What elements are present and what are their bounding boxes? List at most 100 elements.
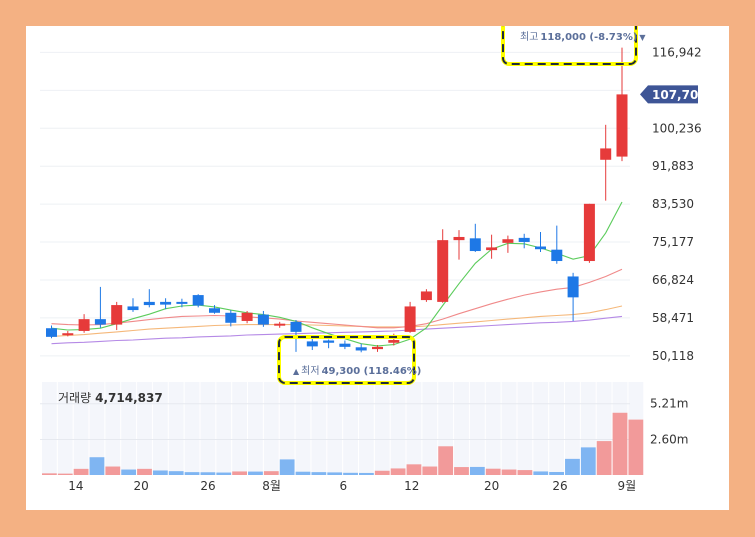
volume-bg-column [565, 382, 580, 475]
candle-body [127, 306, 139, 311]
candle-body [518, 237, 530, 242]
candle-body [372, 346, 383, 350]
volume-bar [469, 466, 485, 475]
x-tick-label: 8월 [262, 479, 281, 493]
candle-body [46, 328, 57, 337]
volume-bar [311, 472, 327, 475]
stock-chart[interactable]: 116,942 100,236 91,883 83,530 75,177 66,824 58… [26, 26, 729, 510]
candle-body [306, 341, 318, 347]
volume-bg-column [184, 382, 200, 475]
candle-body [323, 340, 335, 343]
low-marker-arrow: ▲ [293, 367, 300, 376]
volume-bg-column [501, 382, 517, 475]
candle-body [274, 323, 286, 326]
volume-bar [533, 471, 549, 475]
candle-body [62, 333, 74, 336]
candle-body [453, 236, 465, 241]
x-tick-label: 12 [404, 479, 419, 493]
candle-body [176, 301, 188, 304]
volume-bar [184, 472, 200, 475]
current-price-badge [640, 85, 698, 104]
candle-body [616, 94, 628, 157]
volume-bar [565, 458, 580, 475]
volume-bg-column [105, 382, 121, 475]
volume-bar [485, 468, 501, 475]
volume-value: 4,714,837 [95, 391, 163, 405]
price-tick-label: 75,177 [652, 235, 694, 249]
price-tick-label: 116,942 [652, 45, 702, 59]
volume-bg-column [248, 382, 263, 475]
volume-tick-label: 5.21m [650, 397, 688, 411]
low-marker-box-dash [278, 336, 415, 384]
volume-bar [73, 468, 89, 475]
volume-bg-column [454, 382, 469, 475]
current-price-label: 107,700 [652, 88, 707, 102]
volume-bar [105, 466, 121, 475]
volume-bar [596, 441, 612, 475]
high-marker-value: 118,000 (-8.73%) [540, 32, 637, 43]
volume-bar [168, 471, 184, 475]
high-marker-prefix: 최고 [520, 31, 538, 43]
candle-body [192, 295, 204, 306]
candle-body [160, 301, 172, 305]
volume-bar [42, 473, 57, 475]
volume-bar [438, 446, 454, 475]
x-tick-label: 20 [484, 479, 499, 493]
volume-bg-column [295, 382, 311, 475]
volume-bar [580, 447, 596, 475]
candle-body [420, 291, 432, 301]
price-tick-label: 100,236 [652, 121, 702, 135]
x-tick-label: 6 [339, 479, 347, 493]
price-tick-label: 66,824 [652, 273, 694, 287]
low-marker-prefix: 최저 [301, 365, 319, 377]
volume-bg-column [89, 382, 105, 475]
volume-bg-column [57, 382, 73, 475]
volume-bg-column [152, 382, 168, 475]
volume-bg-column [469, 382, 485, 475]
volume-bar [501, 469, 517, 475]
x-tick-label: 9월 [618, 479, 637, 493]
x-tick-label: 20 [134, 479, 149, 493]
low-marker-value: 49,300 (118.46%) [322, 366, 422, 377]
x-tick-label: 26 [552, 479, 567, 493]
high-marker-arrow: ▼ [639, 33, 646, 42]
volume-bg-column [485, 382, 501, 475]
volume-bar [279, 459, 295, 475]
volume-bar [216, 472, 232, 475]
price-tick-label: 50,118 [652, 349, 694, 363]
volume-bar [232, 471, 247, 475]
volume-bg-column [327, 382, 343, 475]
volume-tick-label: 2.60m [650, 432, 688, 446]
volume-bar [454, 467, 469, 475]
candle-body [143, 301, 155, 306]
candle-body [502, 239, 514, 243]
ma60-line [51, 305, 623, 337]
volume-bg-column [422, 382, 438, 475]
candle-body [241, 312, 253, 321]
candle-body [78, 319, 90, 331]
ma20-line [51, 268, 623, 329]
low-marker-text: ▲ 최저 49,300 (118.46%) [293, 365, 421, 377]
volume-bg-column [200, 382, 216, 475]
volume-bar [121, 469, 137, 475]
candle-body [225, 312, 237, 323]
volume-bar [57, 473, 73, 475]
candle-body [111, 305, 123, 325]
candle-body [535, 246, 546, 250]
x-tick-label: 14 [68, 479, 83, 493]
volume-header: 거래량 4,714,837 [58, 391, 163, 405]
volume-bar [422, 466, 438, 475]
volume-bar [89, 457, 105, 475]
candle-body [583, 203, 595, 262]
candle-body [94, 319, 106, 325]
volume-bg-column [232, 382, 247, 475]
volume-bg-column [121, 382, 137, 475]
candle-body [404, 306, 416, 332]
volume-bg-column [311, 382, 327, 475]
volume-bg-column [168, 382, 184, 475]
candle-body [600, 148, 612, 160]
volume-bar [295, 471, 311, 475]
price-tick-label: 91,883 [652, 159, 694, 173]
volume-bar [327, 472, 343, 475]
high-marker-text: 최고 118,000 (-8.73%) ▼ [520, 31, 646, 43]
